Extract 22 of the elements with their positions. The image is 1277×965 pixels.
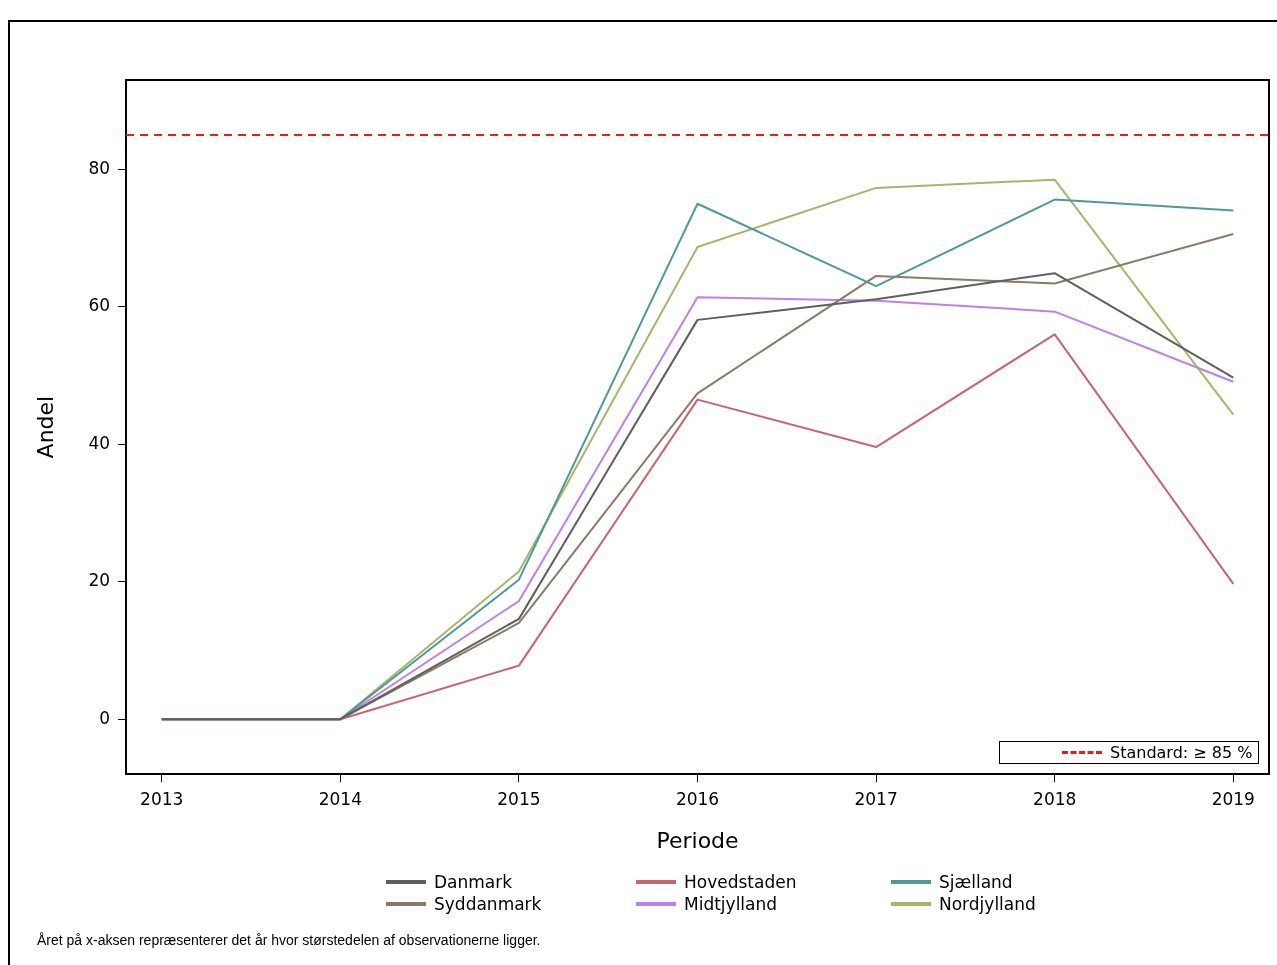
x-tick-label: 2018 <box>1033 788 1077 809</box>
y-axis-title: Andel <box>32 395 58 459</box>
legend-label: Syddanmark <box>434 894 542 914</box>
x-tick-label: 2013 <box>140 788 184 809</box>
text: Året på x-aksen repræsenterer det år hvor størstedelen af observationerne ligger. <box>37 932 541 948</box>
x-tick-label: 2015 <box>497 788 541 809</box>
legend-label: Nordjylland <box>939 894 1036 914</box>
legend-label: Sjælland <box>939 872 1013 892</box>
y-tick-label: 60 <box>88 295 111 316</box>
y-tick-label: 40 <box>88 432 111 453</box>
y-tick-label: 20 <box>88 570 111 591</box>
legend-label: Midtjylland <box>684 894 778 914</box>
legend-label: Danmark <box>434 872 513 892</box>
y-tick-label: 80 <box>88 157 111 178</box>
legend-label: Standard: ≥ 85 % <box>1110 743 1253 763</box>
legend-label: Hovedstaden <box>684 872 797 892</box>
x-tick-label: 2016 <box>675 788 720 809</box>
x-tick-label: 2014 <box>318 788 362 809</box>
x-tick-label: 2019 <box>1211 788 1255 809</box>
y-tick-label: 0 <box>99 707 111 728</box>
x-tick-label: 2017 <box>854 788 898 809</box>
x-axis-title: Periode <box>656 827 739 853</box>
